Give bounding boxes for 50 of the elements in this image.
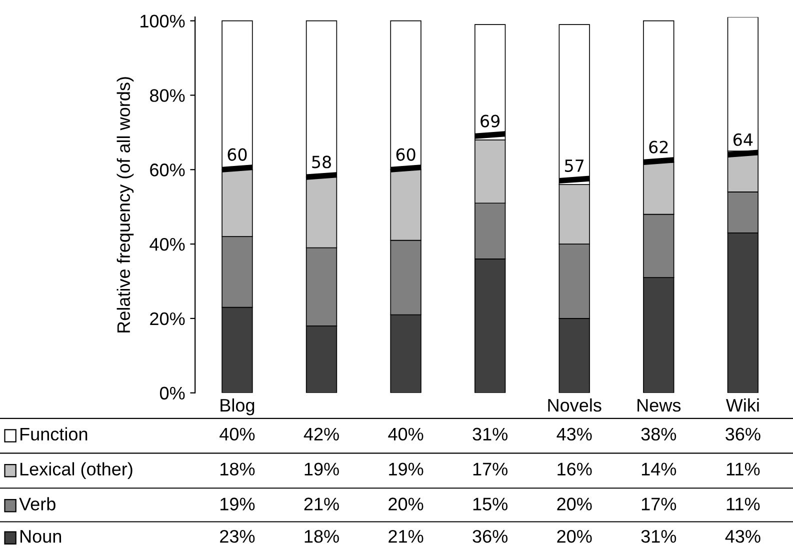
annotation: 62	[649, 140, 668, 154]
annotation: 57	[565, 160, 584, 172]
data-label: 20%	[557, 498, 592, 510]
data-label: 15%	[473, 498, 508, 510]
data-label: 23%	[220, 530, 255, 543]
legend-label: Function	[20, 427, 88, 441]
data-label: 11%	[726, 498, 760, 510]
data-label: 19%	[304, 462, 339, 476]
y-tick-label: 0%	[160, 386, 185, 400]
data-label: 36%	[472, 530, 508, 543]
data-label: 42%	[304, 428, 339, 440]
data-label: 21%	[304, 498, 339, 510]
legend-label: Noun	[20, 530, 62, 543]
data-label: 18%	[304, 530, 339, 543]
data-label: 19%	[220, 498, 255, 510]
annotation: 58	[312, 156, 331, 168]
y-tick-label: 80%	[150, 89, 185, 102]
y-tick-label: 40%	[150, 238, 185, 251]
data-label: 40%	[220, 428, 255, 441]
data-label: 11%	[726, 462, 760, 476]
data-label: 31%	[641, 530, 676, 543]
y-tick-label: 20%	[150, 312, 185, 326]
legend-label: Verb	[19, 497, 56, 510]
y-tick-label: 60%	[150, 164, 185, 176]
data-label: 19%	[389, 462, 424, 476]
annotation: 69	[480, 114, 500, 128]
data-label: 31%	[472, 428, 508, 441]
data-label: 43%	[556, 428, 592, 441]
data-label: 38%	[641, 428, 676, 441]
x-tick-label: Blog	[220, 398, 254, 416]
annotation: 60	[228, 148, 247, 161]
data-label: 18%	[220, 462, 255, 476]
annotation: 64	[733, 133, 753, 146]
data-label: 40%	[388, 428, 424, 441]
data-label: 20%	[557, 530, 592, 543]
annotation: 60	[396, 148, 416, 161]
data-label: 14%	[642, 462, 676, 476]
data-label: 36%	[726, 428, 760, 441]
data-label: 16%	[558, 462, 592, 476]
x-tick-label: Novels	[548, 398, 602, 412]
x-tick-label: News	[638, 399, 681, 412]
legend-label: Lexical (other)	[20, 462, 132, 480]
data-label: 17%	[642, 498, 676, 510]
data-label: 17%	[473, 462, 508, 476]
data-label: 20%	[388, 498, 424, 510]
data-label: 21%	[388, 530, 424, 543]
y-tick-label: 100%	[140, 14, 185, 28]
data-label: 43%	[725, 530, 760, 543]
x-tick-label: Wiki	[726, 398, 759, 412]
y-axis-title: Relative frequency (of all words)	[116, 77, 134, 332]
